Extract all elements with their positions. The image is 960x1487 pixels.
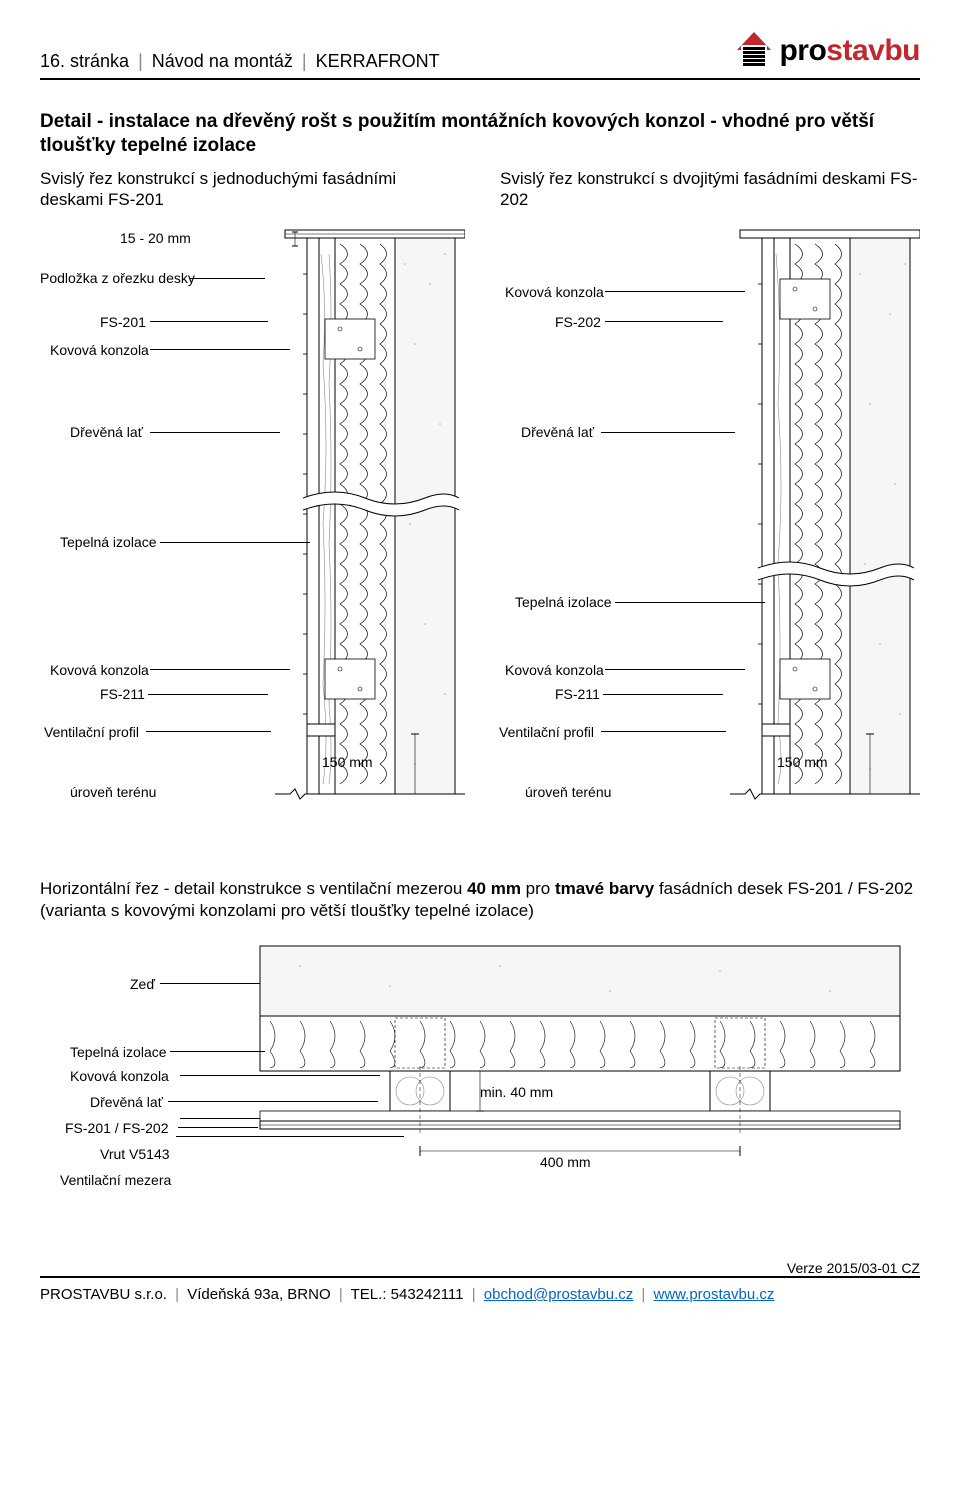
label-wood-batten: Dřevěná lať	[90, 1094, 163, 1110]
label-wall: Zeď	[130, 976, 155, 992]
leader	[160, 983, 260, 984]
footer-company: PROSTAVBU s.r.o.	[40, 1286, 167, 1303]
label-vent-profile: Ventilační profil	[44, 724, 139, 740]
label-wood-batten: Dřevěná lať	[70, 424, 143, 440]
section-drawing	[720, 224, 920, 824]
footer-web-link[interactable]: www.prostavbu.cz	[654, 1286, 775, 1303]
leader	[605, 291, 745, 292]
label-fs211: FS-211	[555, 686, 600, 702]
label-wood-batten: Dřevěná lať	[521, 424, 594, 440]
label-400mm: 400 mm	[540, 1154, 591, 1170]
leader	[150, 669, 290, 670]
label-min40: min. 40 mm	[480, 1084, 553, 1100]
diagram-vertical-fs201: 15 - 20 mm Podložka z ořezku desky FS-20…	[40, 224, 465, 844]
footer-address: Vídeňská 93a, BRNO	[187, 1286, 330, 1303]
leader	[168, 1101, 378, 1102]
leader	[180, 1075, 380, 1076]
section-title: Detail - instalace na dřevěný rošt s pou…	[40, 110, 920, 158]
leader	[180, 1118, 260, 1119]
label-ground-level: úroveň terénu	[525, 784, 611, 800]
diagram-vertical-fs202: Kovová konzola FS-202 Dřevěná lať Tepeln…	[495, 224, 920, 844]
label-screw: Vrut V5143	[100, 1146, 170, 1162]
label-fs211: FS-211	[100, 686, 145, 702]
section-drawing	[265, 224, 465, 824]
label-cutoff-pad: Podložka z ořezku desky	[40, 270, 195, 286]
house-icon	[733, 30, 775, 72]
label-vent-profile: Ventilační profil	[499, 724, 594, 740]
label-vent-gap: Ventilační mezera	[60, 1172, 171, 1188]
brand-logo: prostavbu	[733, 30, 920, 72]
leader	[190, 278, 265, 279]
leader	[603, 694, 723, 695]
page-number: 16. stránka	[40, 51, 129, 71]
separator: |	[175, 1286, 179, 1303]
label-fs201: FS-201	[100, 314, 146, 330]
leader	[150, 321, 268, 322]
leader	[148, 694, 268, 695]
leader	[601, 731, 726, 732]
label-150mm: 150 mm	[322, 754, 373, 770]
leader	[605, 669, 745, 670]
footer-tel: TEL.: 543242111	[351, 1286, 464, 1303]
breadcrumb-item: Návod na montáž	[152, 51, 293, 71]
left-col-heading: Svislý řez konstrukcí s jednoduchými fas…	[40, 168, 460, 211]
leader	[176, 1136, 404, 1137]
label-thermal-insulation: Tepelná izolace	[515, 594, 612, 610]
label-metal-bracket-2: Kovová konzola	[505, 662, 604, 678]
label-150mm: 150 mm	[777, 754, 828, 770]
leader	[178, 1127, 258, 1128]
label-metal-bracket-2: Kovová konzola	[50, 662, 149, 678]
leader	[150, 349, 290, 350]
section-drawing-horizontal	[240, 936, 920, 1216]
leader	[160, 542, 310, 543]
separator: |	[472, 1286, 476, 1303]
right-col-heading: Svislý řez konstrukcí s dvojitými fasádn…	[500, 168, 920, 211]
label-gap: 15 - 20 mm	[120, 230, 191, 246]
leader	[601, 432, 735, 433]
leader	[146, 731, 271, 732]
leader	[615, 602, 765, 603]
label-thermal-insulation: Tepelná izolace	[70, 1044, 167, 1060]
page-footer: PROSTAVBU s.r.o. | Vídeňská 93a, BRNO | …	[40, 1276, 920, 1303]
label-metal-bracket: Kovová konzola	[505, 284, 604, 300]
breadcrumb-item: KERRAFRONT	[316, 51, 440, 71]
label-metal-bracket: Kovová konzola	[50, 342, 149, 358]
breadcrumb: 16. stránka | Návod na montáž | KERRAFRO…	[40, 51, 440, 72]
footer-email-link[interactable]: obchod@prostavbu.cz	[484, 1286, 633, 1303]
separator: |	[138, 51, 143, 71]
subsection-title: Horizontální řez - detail konstrukce s v…	[40, 878, 920, 922]
separator: |	[339, 1286, 343, 1303]
label-metal-bracket: Kovová konzola	[70, 1068, 169, 1084]
leader	[605, 321, 723, 322]
separator: |	[302, 51, 307, 71]
diagram-horizontal: Zeď Tepelná izolace Kovová konzola Dřevě…	[40, 936, 920, 1236]
label-ground-level: úroveň terénu	[70, 784, 156, 800]
logo-text: prostavbu	[779, 34, 920, 68]
label-thermal-insulation: Tepelná izolace	[60, 534, 157, 550]
version-text: Verze 2015/03-01 CZ	[40, 1260, 920, 1276]
label-fs-board: FS-201 / FS-202	[65, 1120, 169, 1136]
label-fs202: FS-202	[555, 314, 601, 330]
leader	[170, 1051, 265, 1052]
separator: |	[641, 1286, 645, 1303]
leader	[150, 432, 280, 433]
